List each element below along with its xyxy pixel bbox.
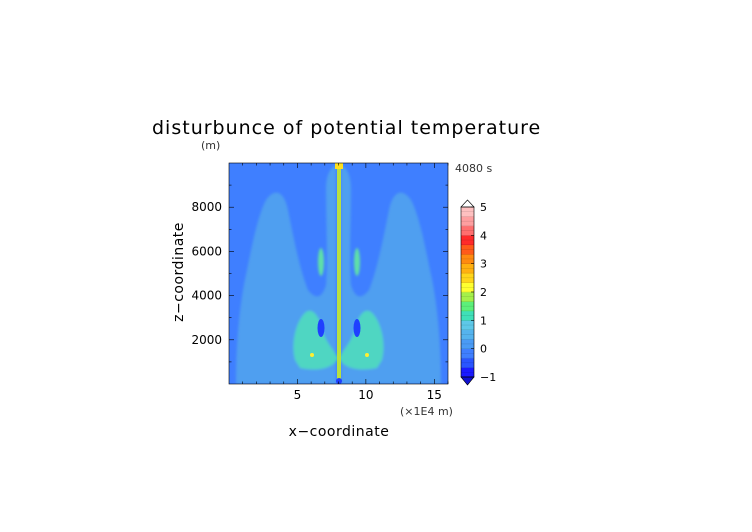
x-tick-label: 15 (427, 388, 442, 402)
colorbar-cell (461, 329, 474, 340)
colorbar-tick-label: 3 (480, 258, 487, 271)
colorbar-cell (461, 254, 474, 264)
y-tick-label: 8000 (191, 200, 222, 214)
colorbar-cell (461, 301, 474, 312)
y-tick-label: 2000 (191, 333, 222, 347)
mid-core-left (318, 248, 324, 276)
warm-spot-right (365, 353, 369, 357)
colorbar-tick-label: 5 (480, 201, 487, 214)
chart-title: disturbunce of potential temperature (152, 117, 541, 139)
colorbar-tick-label: 2 (480, 286, 487, 299)
y-axis-label: z−coordinate (171, 222, 187, 322)
colorbar-cell (461, 320, 474, 331)
colorbar-cell (461, 244, 474, 255)
core-left (293, 310, 338, 370)
plot-area: 5 10 15 2000 4000 6000 8000 (191, 162, 449, 402)
colorbar-cell (461, 207, 474, 217)
colorbar-cell (461, 263, 474, 274)
colorbar-cell (461, 225, 474, 236)
colorbar-cell (461, 310, 474, 321)
y-tick-label: 4000 (191, 289, 222, 303)
colorbar-cell (461, 273, 474, 283)
updraft-top (335, 163, 343, 169)
colorbar-tick-label: 1 (480, 314, 487, 327)
x-axis-ticks: 5 10 15 (242, 163, 449, 402)
colorbar-cell (461, 348, 474, 359)
colorbar-min-arrow (460, 376, 475, 386)
mid-core-right (354, 248, 360, 276)
x-tick-label: 10 (358, 388, 373, 402)
core-right (339, 310, 384, 370)
bottom-cold-spot (336, 378, 342, 384)
colorbar: 5 4 3 2 1 0 −1 (460, 199, 496, 386)
x-axis-label: x−coordinate (289, 424, 390, 440)
colorbar-cell (461, 358, 474, 368)
colorbar-cell (461, 339, 474, 349)
y-tick-label: 6000 (191, 244, 222, 258)
x-axis-unit: (×1E4 m) (400, 405, 453, 418)
y-axis-ticks: 2000 4000 6000 8000 (191, 184, 448, 363)
colorbar-cell (461, 367, 474, 378)
cold-spot-right (353, 319, 361, 337)
colorbar-cell (461, 292, 474, 302)
cold-spot-left (317, 319, 325, 337)
warm-spot-left (310, 353, 314, 357)
colorbar-cell (461, 282, 474, 293)
y-axis-unit: (m) (201, 139, 220, 152)
x-tick-label: 5 (294, 388, 302, 402)
colorbar-tick-label: 0 (480, 343, 487, 356)
colorbar-tick-label: −1 (480, 371, 496, 384)
updraft-column (337, 163, 341, 381)
colorbar-cell (461, 216, 474, 227)
colorbar-cell (461, 235, 474, 246)
time-label: 4080 s (455, 162, 492, 175)
colorbar-max-arrow (460, 199, 475, 208)
colorbar-tick-label: 4 (480, 229, 487, 242)
